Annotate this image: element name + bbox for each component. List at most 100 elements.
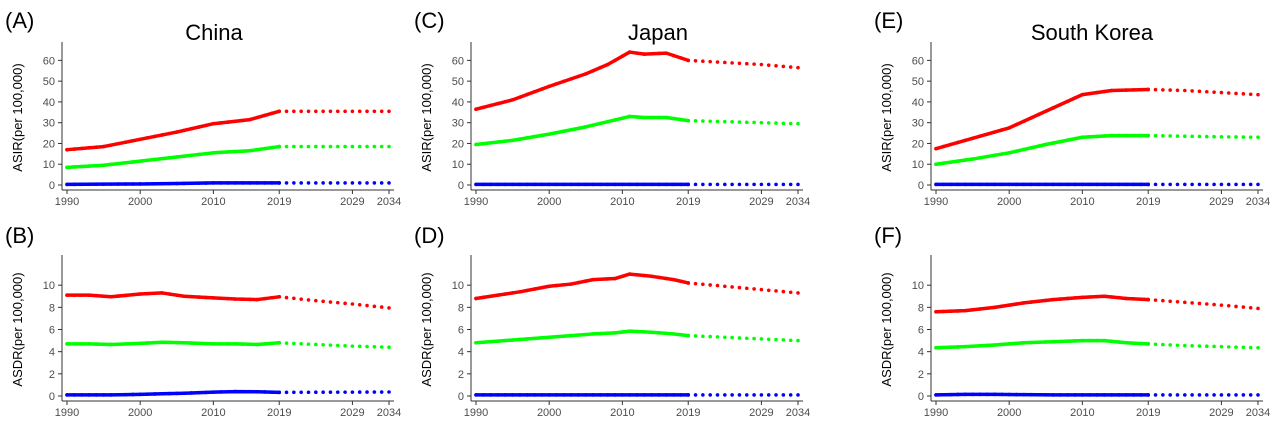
series-blue-projected-point xyxy=(701,182,705,187)
x-tick-label: 2019 xyxy=(267,196,291,208)
x-tick-label: 2029 xyxy=(749,196,773,208)
series-blue-observed-line xyxy=(934,392,1150,397)
series-blue-projected-point xyxy=(328,390,333,394)
y-tick-label: 20 xyxy=(452,138,464,150)
y-tick-label: 40 xyxy=(912,97,924,109)
series-red-projected-point xyxy=(693,59,698,63)
series-blue-projected-point xyxy=(292,181,296,185)
series-red-projected-point xyxy=(328,109,333,114)
x-tick-label: 2034 xyxy=(377,196,401,208)
series-green-projected-point xyxy=(321,342,325,347)
series-blue-projected-point xyxy=(686,393,691,397)
series-blue-projected-point xyxy=(796,182,800,187)
y-axis-label: ASIR(per 100,000) xyxy=(879,63,894,171)
series-blue-projected-point xyxy=(365,181,369,185)
series-blue-projected-point xyxy=(759,393,764,397)
x-tick-label: 2010 xyxy=(201,196,225,208)
series-blue-projected-point xyxy=(766,182,771,187)
x-tick-label: 2010 xyxy=(201,407,225,419)
series-red-projected-point xyxy=(774,289,778,293)
y-axis-label: ASIR(per 100,000) xyxy=(419,63,434,171)
series-green-projected-point xyxy=(715,335,720,339)
series-green-projected-point xyxy=(737,120,742,124)
series-green-projected-point xyxy=(365,344,369,349)
series-blue-projected-point xyxy=(292,390,296,395)
series-red-projected-point xyxy=(1234,91,1238,96)
series-blue-projected-point xyxy=(1248,393,1253,397)
x-tick-label: 2034 xyxy=(786,407,810,419)
y-tick-label: 6 xyxy=(458,325,464,337)
x-tick-label: 1990 xyxy=(924,407,948,419)
series-red-projected-point xyxy=(1175,88,1180,93)
series-green-projected-point xyxy=(752,336,756,341)
panel-title: Japan xyxy=(628,20,688,45)
panel-letter: (D) xyxy=(414,223,445,248)
series-red-projected-point xyxy=(299,297,303,301)
series-blue-projected-point xyxy=(379,181,384,185)
series-blue-projected-point xyxy=(350,181,355,185)
series-green-projected-point xyxy=(686,333,691,338)
series-blue-projected-point xyxy=(335,181,340,185)
series-green-projected-point xyxy=(1226,135,1231,139)
y-axis-label: ASDR(per 100,000) xyxy=(879,272,894,386)
y-tick-label: 0 xyxy=(918,180,924,192)
y-tick-label: 30 xyxy=(452,118,464,130)
x-tick-label: 2000 xyxy=(997,196,1021,208)
series-green-projected-point xyxy=(1219,135,1224,139)
series-blue-projected-point xyxy=(744,393,749,397)
series-blue-projected-point xyxy=(1256,393,1260,397)
series-blue-projected-point xyxy=(1175,182,1180,187)
series-red-projected-point xyxy=(1183,300,1187,305)
series-red-projected-point xyxy=(299,109,303,114)
series-green-projected-point xyxy=(744,336,749,341)
y-tick-label: 0 xyxy=(49,391,55,403)
series-red-projected-point xyxy=(350,109,355,114)
series-green-projected-point xyxy=(1241,135,1246,139)
series-blue-projected-point xyxy=(379,390,384,394)
series-blue-projected-point xyxy=(752,182,756,187)
series-red-projected-point xyxy=(1197,89,1202,94)
panel-letter: (E) xyxy=(874,8,903,33)
series-green-projected-point xyxy=(1241,345,1246,350)
series-red-projected-point xyxy=(343,109,347,114)
series-blue-projected-point xyxy=(723,393,727,397)
series-green-projected-point xyxy=(343,343,347,348)
series-blue-projected-point xyxy=(744,182,749,187)
y-tick-label: 2 xyxy=(49,369,55,381)
series-red-projected-point xyxy=(335,300,340,305)
series-red-observed-line xyxy=(934,87,1150,151)
series-red-projected-point xyxy=(766,63,771,67)
series-red-projected-point xyxy=(708,59,712,64)
series-green-projected-point xyxy=(328,144,333,149)
series-blue-projected-point xyxy=(715,393,720,397)
series-green-projected-point xyxy=(686,118,691,123)
x-tick-label: 2029 xyxy=(340,407,364,419)
series-red-projected-point xyxy=(321,299,325,304)
series-blue-projected-point xyxy=(1146,182,1151,187)
series-blue-projected-point xyxy=(321,181,325,185)
series-green-projected-point xyxy=(321,144,325,149)
series-blue-projected-point xyxy=(693,182,698,187)
series-red-projected-point xyxy=(686,58,691,63)
chart-panel-6: (F) ASDR(per 100,000) 0 2 4 6 8 10 1990 2000 2010 2… xyxy=(874,223,1270,419)
series-green-projected-point xyxy=(292,144,296,149)
y-tick-label: 50 xyxy=(912,76,924,88)
series-red-projected-point xyxy=(372,304,377,309)
series-red-projected-point xyxy=(1226,91,1231,95)
series-green-projected-point xyxy=(1153,133,1158,138)
y-tick-label: 4 xyxy=(918,347,924,359)
x-tick-label: 2010 xyxy=(1070,407,1094,419)
series-red-projected-point xyxy=(723,60,727,65)
series-blue-projected-point xyxy=(1146,393,1151,397)
series-red-projected-point xyxy=(1212,90,1216,94)
series-blue-projected-point xyxy=(321,390,325,395)
series-red-projected-point xyxy=(759,62,764,67)
y-tick-label: 10 xyxy=(43,280,55,292)
series-red-projected-point xyxy=(1161,88,1165,92)
x-tick-label: 2000 xyxy=(537,196,561,208)
series-green-projected-point xyxy=(372,144,377,149)
chart-panel-4: (B) ASDR(per 100,000) 0 2 4 6 8 10 1990 2000 2010 2… xyxy=(5,223,401,419)
y-tick-label: 0 xyxy=(49,180,55,192)
series-blue-projected-point xyxy=(693,393,698,397)
